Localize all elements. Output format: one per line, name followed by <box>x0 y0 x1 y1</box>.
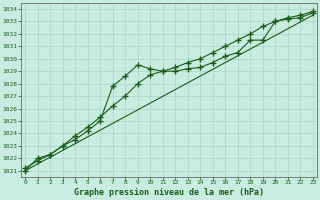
X-axis label: Graphe pression niveau de la mer (hPa): Graphe pression niveau de la mer (hPa) <box>74 188 264 197</box>
